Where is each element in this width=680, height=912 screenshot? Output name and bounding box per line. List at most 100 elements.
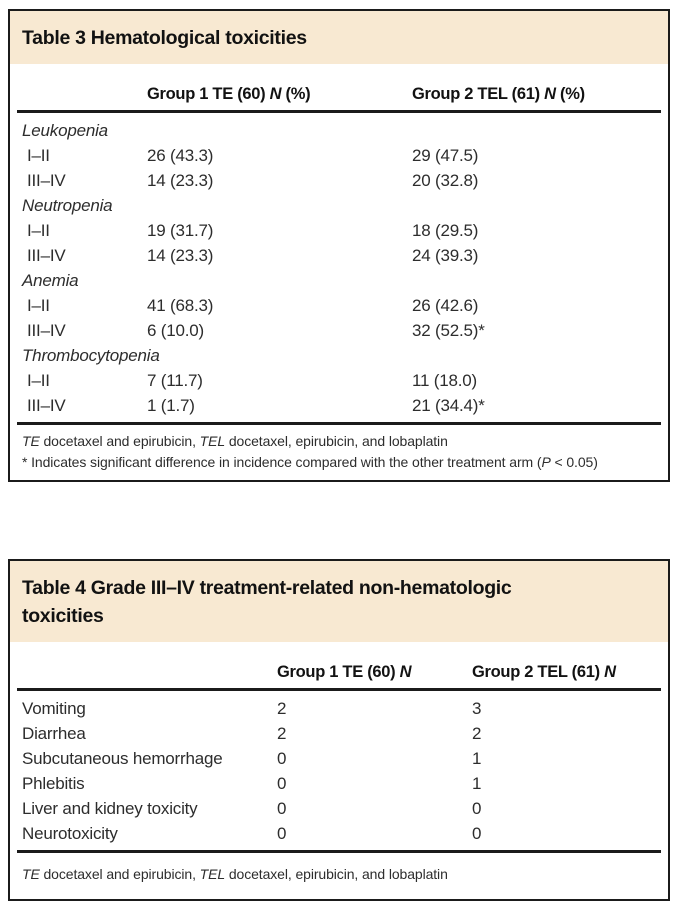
table-row: Diarrhea 2 2 <box>10 721 668 746</box>
value-cell <box>147 343 412 368</box>
header-rule <box>17 688 661 691</box>
footnote-abbreviations: TE docetaxel and epirubicin, TEL docetax… <box>22 866 448 882</box>
footnote-significance: * Indicates significant difference in in… <box>22 453 598 470</box>
value-cell: 0 <box>277 824 287 843</box>
value-cell: 0 <box>472 799 482 818</box>
value-cell: 18 (29.5) <box>412 221 479 240</box>
table-row: III–IV 14 (23.3) 24 (39.3) <box>10 243 668 268</box>
table-4-title-bar: Table 4 Grade III–IV treatment-related n… <box>10 561 668 642</box>
value-cell: 11 (18.0) <box>412 371 477 390</box>
value-cell: 2 <box>277 699 287 718</box>
footer-rule <box>17 422 661 425</box>
row-label: Vomiting <box>22 699 86 718</box>
table-row: Liver and kidney toxicity 0 0 <box>10 796 668 821</box>
row-label: Neutropenia <box>22 196 113 215</box>
table-row: Subcutaneous hemorrhage 0 1 <box>10 746 668 771</box>
header-rule <box>17 110 661 113</box>
n-variable: N <box>604 663 616 681</box>
table-row: I–II 7 (11.7) 11 (18.0) <box>10 368 668 393</box>
table-row: I–II 41 (68.3) 26 (42.6) <box>10 293 668 318</box>
value-cell: 21 (34.4)* <box>412 396 485 415</box>
value-cell: 29 (47.5) <box>412 146 479 165</box>
value-cell: 7 (11.7) <box>147 371 203 390</box>
table-row-category: Neutropenia <box>10 193 668 218</box>
value-cell: 24 (39.3) <box>412 246 479 265</box>
row-label: Liver and kidney toxicity <box>22 799 198 818</box>
n-variable: N <box>269 85 282 103</box>
table-3: Table 3 Hematological toxicities Group 1… <box>8 9 670 482</box>
table-row: III–IV 1 (1.7) 21 (34.4)* <box>10 393 668 418</box>
table-row: Neurotoxicity 0 0 <box>10 821 668 846</box>
value-cell: 1 (1.7) <box>147 396 195 415</box>
table-3-column-header-row: Group 1 TE (60) N (%) Group 2 TEL (61) N… <box>10 64 668 110</box>
row-label: III–IV <box>27 171 66 190</box>
value-cell <box>147 268 412 293</box>
table-3-body: Leukopenia I–II 26 (43.3) 29 (47.5) III–… <box>10 113 668 422</box>
value-cell: 0 <box>277 749 287 768</box>
n-variable: N <box>544 85 556 103</box>
value-cell: 6 (10.0) <box>147 321 204 340</box>
footer-rule <box>17 850 661 853</box>
footnote-abbreviations: TE docetaxel and epirubicin, TEL docetax… <box>22 433 448 449</box>
table-4-column-header-row: Group 1 TE (60) N Group 2 TEL (61) N <box>10 642 668 688</box>
table-row: I–II 26 (43.3) 29 (47.5) <box>10 143 668 168</box>
value-cell <box>412 343 658 368</box>
row-label: I–II <box>27 371 50 390</box>
value-cell: 0 <box>277 774 287 793</box>
row-label: III–IV <box>27 246 66 265</box>
value-cell: 0 <box>472 824 482 843</box>
table-4-body: Vomiting 2 3 Diarrhea 2 2 Subcutaneous h… <box>10 691 668 850</box>
row-label: I–II <box>27 146 50 165</box>
table-3-col1-header: Group 1 TE (60) N (%) <box>147 85 311 103</box>
value-cell: 1 <box>472 774 482 793</box>
table-row: Phlebitis 0 1 <box>10 771 668 796</box>
value-cell: 26 (43.3) <box>147 146 214 165</box>
row-label: III–IV <box>27 321 66 340</box>
table-row-category: Leukopenia <box>10 118 668 143</box>
table-3-col2-header: Group 2 TEL (61) N (%) <box>412 85 585 103</box>
row-label: Diarrhea <box>22 724 86 743</box>
empty-header-cell <box>22 84 147 104</box>
value-cell <box>412 268 658 293</box>
value-cell: 0 <box>277 799 287 818</box>
value-cell <box>412 193 658 218</box>
value-cell: 20 (32.8) <box>412 171 479 190</box>
row-label: I–II <box>27 221 50 240</box>
value-cell: 41 (68.3) <box>147 296 214 315</box>
table-3-footnotes: TE docetaxel and epirubicin, TEL docetax… <box>10 425 668 480</box>
row-label: Leukopenia <box>22 121 108 140</box>
table-row-category: Anemia <box>10 268 668 293</box>
table-row-category: Thrombocytopenia <box>10 343 668 368</box>
row-label: III–IV <box>27 396 66 415</box>
value-cell: 3 <box>472 699 482 718</box>
value-cell <box>412 118 658 143</box>
value-cell: 32 (52.5)* <box>412 321 485 340</box>
value-cell: 1 <box>472 749 482 768</box>
table-4-footnotes: TE docetaxel and epirubicin, TEL docetax… <box>10 853 668 899</box>
table-row: III–IV 6 (10.0) 32 (52.5)* <box>10 318 668 343</box>
n-variable: N <box>399 663 412 681</box>
value-cell <box>147 193 412 218</box>
row-label: Anemia <box>22 271 79 290</box>
table-row: Vomiting 2 3 <box>10 696 668 721</box>
row-label: Phlebitis <box>22 774 85 793</box>
table-row: III–IV 14 (23.3) 20 (32.8) <box>10 168 668 193</box>
row-label: Thrombocytopenia <box>22 346 160 365</box>
table-4-col2-header: Group 2 TEL (61) N <box>472 663 616 681</box>
row-label: Subcutaneous hemorrhage <box>22 749 223 768</box>
empty-header-cell <box>22 662 277 682</box>
row-label: I–II <box>27 296 50 315</box>
value-cell <box>147 118 412 143</box>
value-cell: 19 (31.7) <box>147 221 214 240</box>
table-4-col1-header: Group 1 TE (60) N <box>277 663 412 681</box>
value-cell: 14 (23.3) <box>147 246 214 265</box>
row-label: Neurotoxicity <box>22 824 118 843</box>
table-4-title: Table 4 Grade III–IV treatment-related n… <box>22 577 512 627</box>
value-cell: 2 <box>472 724 482 743</box>
table-4: Table 4 Grade III–IV treatment-related n… <box>8 559 670 901</box>
table-3-title: Table 3 Hematological toxicities <box>22 27 307 49</box>
value-cell: 14 (23.3) <box>147 171 214 190</box>
table-3-title-bar: Table 3 Hematological toxicities <box>10 11 668 64</box>
value-cell: 2 <box>277 724 287 743</box>
